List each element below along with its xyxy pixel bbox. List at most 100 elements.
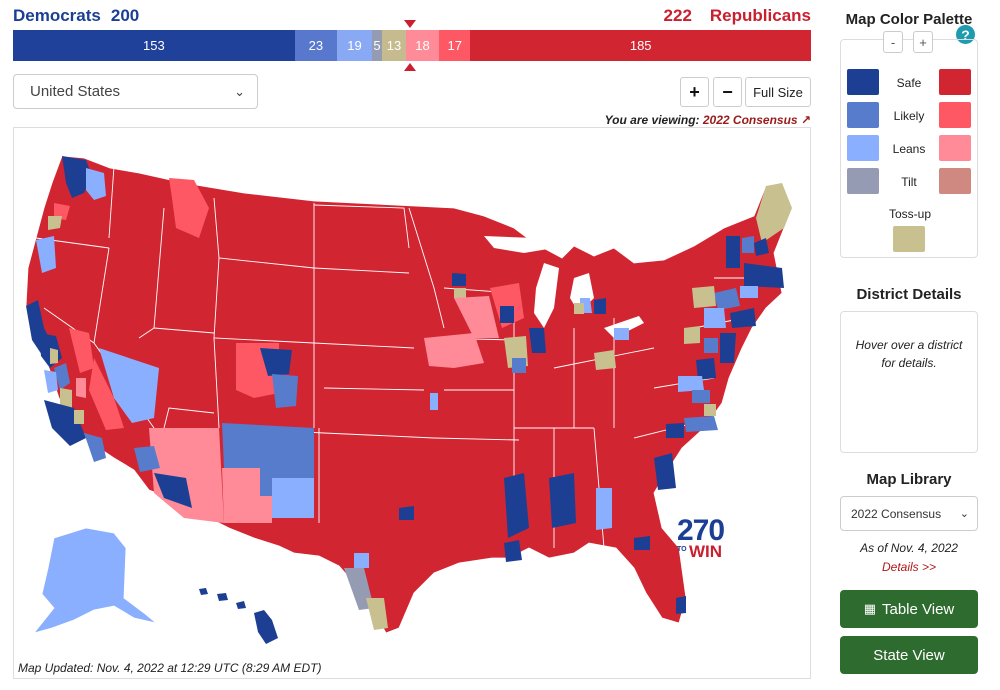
district-or-leans-d[interactable] <box>36 236 56 273</box>
district-ga-leans-d[interactable] <box>596 488 612 530</box>
district-ca-likely-r[interactable] <box>69 328 94 373</box>
zoom-out-button[interactable]: − <box>713 77 742 107</box>
district-ca-tossup-2[interactable] <box>50 348 58 364</box>
district-nm-likely-d-2[interactable] <box>260 468 272 496</box>
district-id-likely-r[interactable] <box>169 178 209 238</box>
district-ny-tossup[interactable] <box>692 286 716 308</box>
palette-label-leans: Leans <box>892 142 926 156</box>
district-nm-likely-d[interactable] <box>222 423 314 478</box>
district-ca-safe-d-la[interactable] <box>44 400 86 446</box>
table-view-label: Table View <box>882 600 955 618</box>
district-wa-safe-d[interactable] <box>62 156 92 198</box>
swatch-likely-dem[interactable] <box>847 102 879 128</box>
district-la-safe-d[interactable] <box>504 540 522 562</box>
district-mi-tossup[interactable] <box>574 303 584 314</box>
district-tx-tossup[interactable] <box>366 598 388 630</box>
district-pa-likely-d[interactable] <box>704 338 718 353</box>
district-ca-leans-d[interactable] <box>44 370 58 393</box>
district-wa-likely-r[interactable] <box>54 203 70 220</box>
swatch-leans-dem[interactable] <box>847 135 879 161</box>
district-mn-tossup[interactable] <box>454 288 466 298</box>
palette-plus-button[interactable]: + <box>913 31 933 53</box>
district-map[interactable]: 270 TO WIN Map Updated: Nov. 4, 2022 at … <box>13 127 811 679</box>
district-wi-likely-r[interactable] <box>490 283 524 328</box>
district-vt-safe-d[interactable] <box>726 236 740 268</box>
district-ca-likely-d[interactable] <box>54 363 70 390</box>
district-ia-leans-r[interactable] <box>424 333 484 368</box>
district-nc-safe-d[interactable] <box>666 423 684 438</box>
district-ny-likely-d[interactable] <box>714 288 740 310</box>
palette-minus-button[interactable]: - <box>883 31 903 53</box>
district-az-safe-d[interactable] <box>154 473 192 508</box>
swatch-tilt-rep[interactable] <box>939 168 971 194</box>
district-nm-leans-r[interactable] <box>222 468 272 523</box>
district-fl-safe-d-2[interactable] <box>634 536 650 550</box>
district-tx-safe-d[interactable] <box>399 506 414 520</box>
district-il-likely-d[interactable] <box>512 358 526 373</box>
district-nc-tossup[interactable] <box>704 404 716 416</box>
zoom-in-button[interactable]: + <box>680 77 709 107</box>
district-va-likely-d[interactable] <box>692 390 710 403</box>
table-view-button[interactable]: ▦ Table View <box>840 590 978 628</box>
district-nj-safe-d[interactable] <box>720 333 736 363</box>
district-wa-leans-d[interactable] <box>86 168 106 200</box>
district-nv-leans-d[interactable] <box>99 348 159 423</box>
district-wi-safe-d[interactable] <box>500 306 514 323</box>
seat-totals: Democrats 200 222 Republicans <box>13 6 811 26</box>
democrats-total: Democrats 200 <box>13 6 139 26</box>
district-ny-safe-d[interactable] <box>730 308 756 328</box>
district-oh-tossup[interactable] <box>594 350 616 370</box>
swatch-tilt-dem[interactable] <box>847 168 879 194</box>
map-library-select[interactable]: 2022 Consensus ⌄ <box>840 496 978 531</box>
district-nm-leans-d[interactable] <box>272 478 314 518</box>
swatch-safe-dem[interactable] <box>847 69 879 95</box>
full-size-button[interactable]: Full Size <box>745 77 811 107</box>
district-ms-safe-d[interactable] <box>504 473 529 538</box>
swatch-leans-rep[interactable] <box>939 135 971 161</box>
district-ks-leans-d[interactable] <box>430 393 438 410</box>
district-ct-leans-d[interactable] <box>740 286 758 298</box>
district-mi-safe-d[interactable] <box>594 298 606 314</box>
district-fl-safe-d[interactable] <box>676 596 686 614</box>
district-nh-likely-d[interactable] <box>742 236 754 253</box>
map-details-link[interactable]: Details >> <box>881 560 937 574</box>
district-va-leans-d[interactable] <box>678 376 704 392</box>
district-details-hint: Hover over a district for details. <box>855 338 963 370</box>
region-hawaii[interactable] <box>199 588 278 644</box>
swatch-likely-rep[interactable] <box>939 102 971 128</box>
district-md-safe-d[interactable] <box>696 358 716 380</box>
district-nv-likely-r[interactable] <box>89 358 124 430</box>
district-ca-tossup-la[interactable] <box>74 410 84 424</box>
district-tx-leans-d[interactable] <box>354 553 369 568</box>
district-details-panel: Hover over a district for details. <box>840 311 978 453</box>
district-nc-likely-d[interactable] <box>684 416 718 432</box>
region-alaska[interactable] <box>32 527 157 634</box>
district-mn-safe-d[interactable] <box>452 273 466 286</box>
district-ma-safe-d[interactable] <box>744 263 784 288</box>
district-wi-leans-r[interactable] <box>454 296 499 338</box>
state-view-button[interactable]: State View <box>840 636 978 674</box>
us-map-svg[interactable] <box>14 128 811 679</box>
district-il-safe-d[interactable] <box>529 328 546 353</box>
district-az-likely-d[interactable] <box>134 446 160 472</box>
viewing-label: You are viewing: 2022 Consensus ↗ <box>605 113 811 127</box>
district-me-tossup[interactable] <box>756 183 792 243</box>
swatch-safe-rep[interactable] <box>939 69 971 95</box>
swatch-tossup[interactable] <box>893 226 925 252</box>
district-ca-likely-d-sd[interactable] <box>84 433 106 462</box>
district-ga-safe-d[interactable] <box>549 473 576 528</box>
district-co-likely-d[interactable] <box>272 374 298 408</box>
district-pa-tossup[interactable] <box>684 326 700 344</box>
palette-label-tilt: Tilt <box>901 175 917 189</box>
viewing-map-link[interactable]: 2022 Consensus <box>702 113 798 127</box>
district-or-tossup[interactable] <box>48 216 62 230</box>
district-ca-leans-r[interactable] <box>76 378 86 398</box>
district-ny-leans-d[interactable] <box>704 308 726 328</box>
external-link-icon[interactable]: ↗ <box>800 113 811 127</box>
seat-bar-segment: 19 <box>337 30 373 61</box>
state-select[interactable]: United States ⌄ <box>13 74 258 109</box>
district-oh-leans-d[interactable] <box>614 328 629 340</box>
district-me-safe-d[interactable] <box>754 238 769 256</box>
district-co-safe-d[interactable] <box>260 348 292 376</box>
district-sc-safe-d[interactable] <box>654 453 676 490</box>
